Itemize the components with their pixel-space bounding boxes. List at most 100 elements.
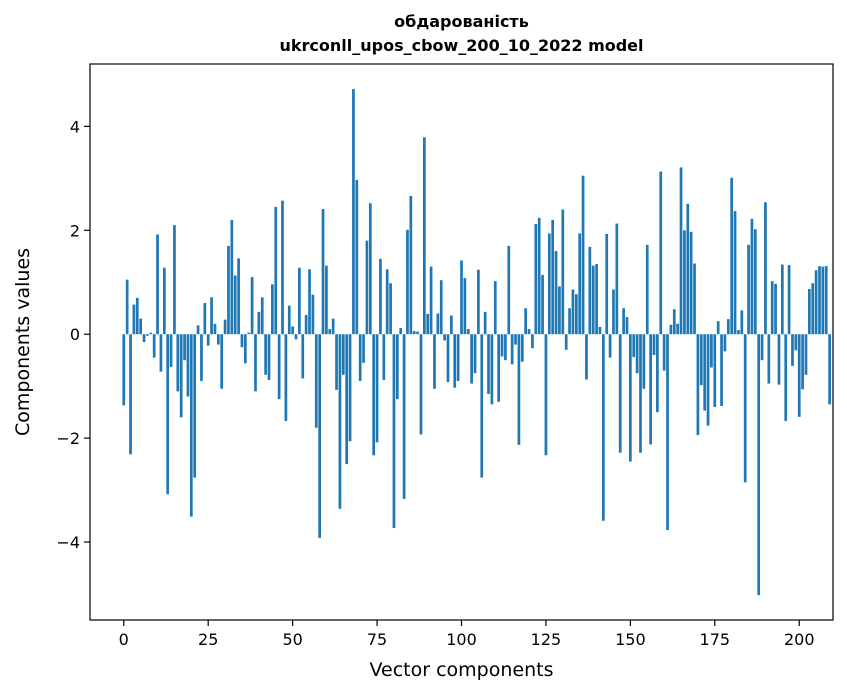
bar-122 xyxy=(534,224,538,335)
bar-162 xyxy=(669,324,673,335)
bar-26 xyxy=(210,297,213,335)
bar-30 xyxy=(223,319,227,335)
bar-39 xyxy=(254,334,257,392)
bar-146 xyxy=(615,223,619,335)
bar-177 xyxy=(720,334,723,406)
bar-200 xyxy=(797,334,801,417)
bar-111 xyxy=(497,334,500,402)
bar-90 xyxy=(426,313,430,335)
bar-186 xyxy=(750,218,754,335)
bar-159 xyxy=(659,171,663,335)
bar-32 xyxy=(230,219,234,335)
bar-49 xyxy=(287,305,291,335)
bar-72 xyxy=(365,240,369,335)
bar-126 xyxy=(547,233,551,335)
bar-76 xyxy=(379,258,382,335)
bar-58 xyxy=(318,334,321,538)
bar-192 xyxy=(770,281,774,335)
bar-57 xyxy=(314,334,318,428)
bar-61 xyxy=(328,329,332,335)
bar-167 xyxy=(686,203,690,335)
bar-64 xyxy=(338,334,342,509)
bar-99 xyxy=(456,334,460,381)
bar-22 xyxy=(196,325,200,335)
y-tick-label: −2 xyxy=(56,429,80,448)
bar-149 xyxy=(625,317,629,335)
bar-10 xyxy=(156,234,159,335)
bar-204 xyxy=(811,283,815,335)
bar-44 xyxy=(271,284,274,335)
bar-83 xyxy=(402,334,406,499)
bar-75 xyxy=(375,334,379,443)
bar-176 xyxy=(716,321,720,335)
bar-87 xyxy=(416,331,419,335)
bar-6 xyxy=(142,334,146,342)
bar-36 xyxy=(244,334,247,364)
bar-130 xyxy=(561,209,565,335)
bar-59 xyxy=(321,208,325,335)
bar-21 xyxy=(193,334,197,478)
bar-144 xyxy=(608,334,612,358)
bar-141 xyxy=(598,326,602,335)
bar-127 xyxy=(551,219,555,335)
bar-156 xyxy=(649,334,652,445)
bar-161 xyxy=(666,334,669,531)
bar-53 xyxy=(301,334,305,379)
bar-70 xyxy=(358,334,362,381)
bar-19 xyxy=(186,334,190,397)
bar-170 xyxy=(696,334,700,436)
bar-45 xyxy=(274,206,278,335)
bar-101 xyxy=(463,278,467,335)
x-tick-label: 100 xyxy=(446,630,477,649)
bar-174 xyxy=(710,334,713,368)
bar-187 xyxy=(753,229,757,335)
bar-160 xyxy=(662,334,666,371)
bar-13 xyxy=(166,334,170,495)
bar-184 xyxy=(743,334,747,483)
bar-66 xyxy=(345,334,349,465)
x-tick-label: 175 xyxy=(700,630,731,649)
bar-195 xyxy=(780,264,784,335)
bar-209 xyxy=(828,334,831,405)
bar-60 xyxy=(325,265,328,335)
bar-74 xyxy=(372,334,376,456)
bar-104 xyxy=(473,334,477,374)
bar-155 xyxy=(645,244,649,335)
bar-115 xyxy=(510,334,514,365)
bar-208 xyxy=(824,266,828,335)
bar-105 xyxy=(477,269,480,335)
bar-145 xyxy=(612,289,615,335)
bar-199 xyxy=(794,334,798,351)
bar-47 xyxy=(281,200,284,335)
bar-65 xyxy=(341,334,345,375)
bar-11 xyxy=(159,334,163,372)
bar-171 xyxy=(699,334,703,386)
x-tick-label: 75 xyxy=(367,630,387,649)
bar-196 xyxy=(784,334,788,421)
bar-142 xyxy=(601,334,605,521)
bar-27 xyxy=(213,323,217,335)
bar-52 xyxy=(298,267,301,335)
bar-31 xyxy=(227,245,230,335)
bar-207 xyxy=(821,266,825,335)
bar-190 xyxy=(764,202,767,335)
bar-79 xyxy=(389,283,392,335)
bar-108 xyxy=(487,334,490,394)
bar-129 xyxy=(558,286,561,335)
bar-117 xyxy=(517,334,521,445)
bar-14 xyxy=(169,334,173,367)
bar-109 xyxy=(490,334,494,405)
bar-133 xyxy=(571,289,575,335)
bar-40 xyxy=(257,311,261,335)
bar-5 xyxy=(139,318,143,335)
bar-152 xyxy=(635,334,639,374)
bar-136 xyxy=(581,175,585,335)
x-tick-label: 50 xyxy=(282,630,302,649)
chart-title-word: обдарованість xyxy=(394,12,529,31)
plot-frame xyxy=(89,63,834,621)
bar-125 xyxy=(544,334,548,456)
bar-88 xyxy=(419,334,423,435)
bar-18 xyxy=(183,334,186,361)
bar-138 xyxy=(588,246,592,335)
